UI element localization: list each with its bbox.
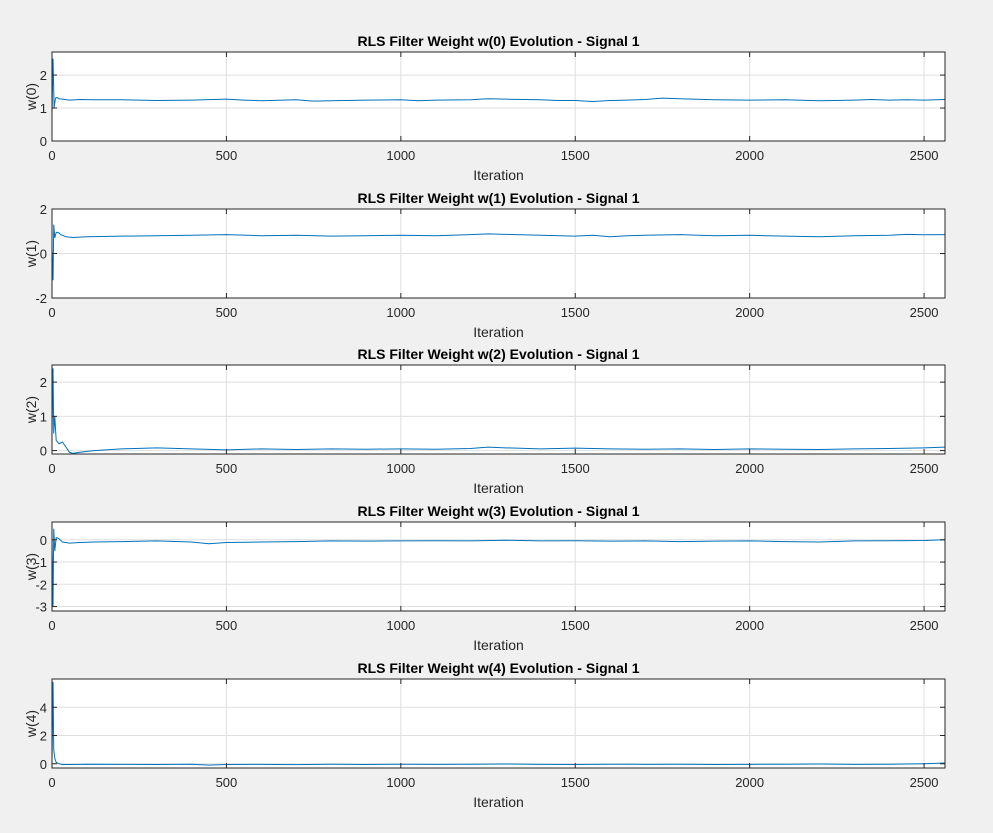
plot-area <box>52 679 945 768</box>
axes-box <box>51 51 946 142</box>
y-tick-label: 2 <box>40 202 47 217</box>
x-tick-label: 500 <box>216 775 238 790</box>
y-tick-label: -1 <box>35 555 47 570</box>
y-tick-label: 0 <box>40 533 47 548</box>
y-axis-label: w(4) <box>23 710 39 738</box>
y-tick-label: 0 <box>40 757 47 772</box>
x-tick-label: 1500 <box>561 618 590 633</box>
x-tick-label: 2500 <box>910 305 939 320</box>
plot-area <box>52 52 945 141</box>
y-axis-label: w(2) <box>23 396 39 424</box>
series-line <box>51 368 946 454</box>
subplot-w0: 0 500 1000 1500 2000 2500 0 1 2 RLS Filter Weight… <box>23 33 946 183</box>
plot-area <box>52 522 945 611</box>
subplot-w3: 0 500 1000 1500 2000 2500 -3 -2 -1 0 RLS Filter We… <box>23 503 946 653</box>
series-line <box>51 681 946 766</box>
x-tick-label: 500 <box>216 305 238 320</box>
series-line <box>51 224 946 281</box>
axes-box <box>51 364 946 455</box>
x-tick-label: 0 <box>48 775 55 790</box>
x-tick-label: 1000 <box>386 305 415 320</box>
y-tick-label: 0 <box>40 134 47 149</box>
x-tick-label: 2000 <box>735 148 764 163</box>
x-tick-label: 1000 <box>386 775 415 790</box>
subplot-title: RLS Filter Weight w(4) Evolution - Signa… <box>357 660 639 676</box>
x-tick-label: 1500 <box>561 461 590 476</box>
x-axis-label: Iteration <box>473 794 524 810</box>
x-tick-label: 1000 <box>386 148 415 163</box>
y-tick-label: -2 <box>35 291 47 306</box>
x-tick-label: 0 <box>48 461 55 476</box>
y-tick-label: 0 <box>40 247 47 262</box>
y-axis-label: w(0) <box>23 83 39 111</box>
x-axis-label: Iteration <box>473 167 524 183</box>
series-line <box>51 528 946 607</box>
x-tick-label: 0 <box>48 305 55 320</box>
x-tick-label: 0 <box>48 148 55 163</box>
x-tick-label: 500 <box>216 148 238 163</box>
axes-box <box>51 678 946 769</box>
y-tick-label: 1 <box>40 101 47 116</box>
subplot-title: RLS Filter Weight w(0) Evolution - Signa… <box>357 33 639 49</box>
y-axis-label: w(1) <box>23 240 39 268</box>
subplot-title: RLS Filter Weight w(2) Evolution - Signa… <box>357 346 639 362</box>
y-tick-label: 2 <box>40 375 47 390</box>
y-tick-label: 4 <box>40 700 47 715</box>
axes-box <box>51 521 946 612</box>
series-line <box>51 58 946 115</box>
y-tick-label: 1 <box>40 409 47 424</box>
x-tick-label: 1000 <box>386 461 415 476</box>
x-tick-label: 2000 <box>735 618 764 633</box>
x-tick-label: 2500 <box>910 618 939 633</box>
x-tick-label: 2500 <box>910 461 939 476</box>
y-axis-label: w(3) <box>23 553 39 581</box>
x-tick-label: 2000 <box>735 461 764 476</box>
plot-area <box>52 365 945 454</box>
x-axis-label: Iteration <box>473 480 524 496</box>
x-tick-label: 1000 <box>386 618 415 633</box>
x-axis-label: Iteration <box>473 637 524 653</box>
subplot-title: RLS Filter Weight w(3) Evolution - Signa… <box>357 503 639 519</box>
x-tick-label: 2000 <box>735 775 764 790</box>
subplot-w2: 0 500 1000 1500 2000 2500 0 1 2 RLS Filter Weight… <box>23 346 946 496</box>
subplot-w4: 0 500 1000 1500 2000 2500 0 2 4 RLS Filter Weight… <box>23 660 946 810</box>
x-tick-label: 2000 <box>735 305 764 320</box>
subplot-title: RLS Filter Weight w(1) Evolution - Signa… <box>357 190 639 206</box>
x-tick-label: 1500 <box>561 305 590 320</box>
x-tick-label: 1500 <box>561 148 590 163</box>
x-tick-label: 1500 <box>561 775 590 790</box>
x-axis-label: Iteration <box>473 324 524 340</box>
y-tick-label: 2 <box>40 68 47 83</box>
y-tick-label: 2 <box>40 729 47 744</box>
x-tick-label: 2500 <box>910 775 939 790</box>
x-tick-label: 0 <box>48 618 55 633</box>
x-tick-label: 500 <box>216 461 238 476</box>
y-tick-label: -3 <box>35 600 47 615</box>
x-tick-label: 500 <box>216 618 238 633</box>
y-tick-label: 0 <box>40 444 47 459</box>
x-tick-label: 2500 <box>910 148 939 163</box>
y-tick-label: -2 <box>35 577 47 592</box>
